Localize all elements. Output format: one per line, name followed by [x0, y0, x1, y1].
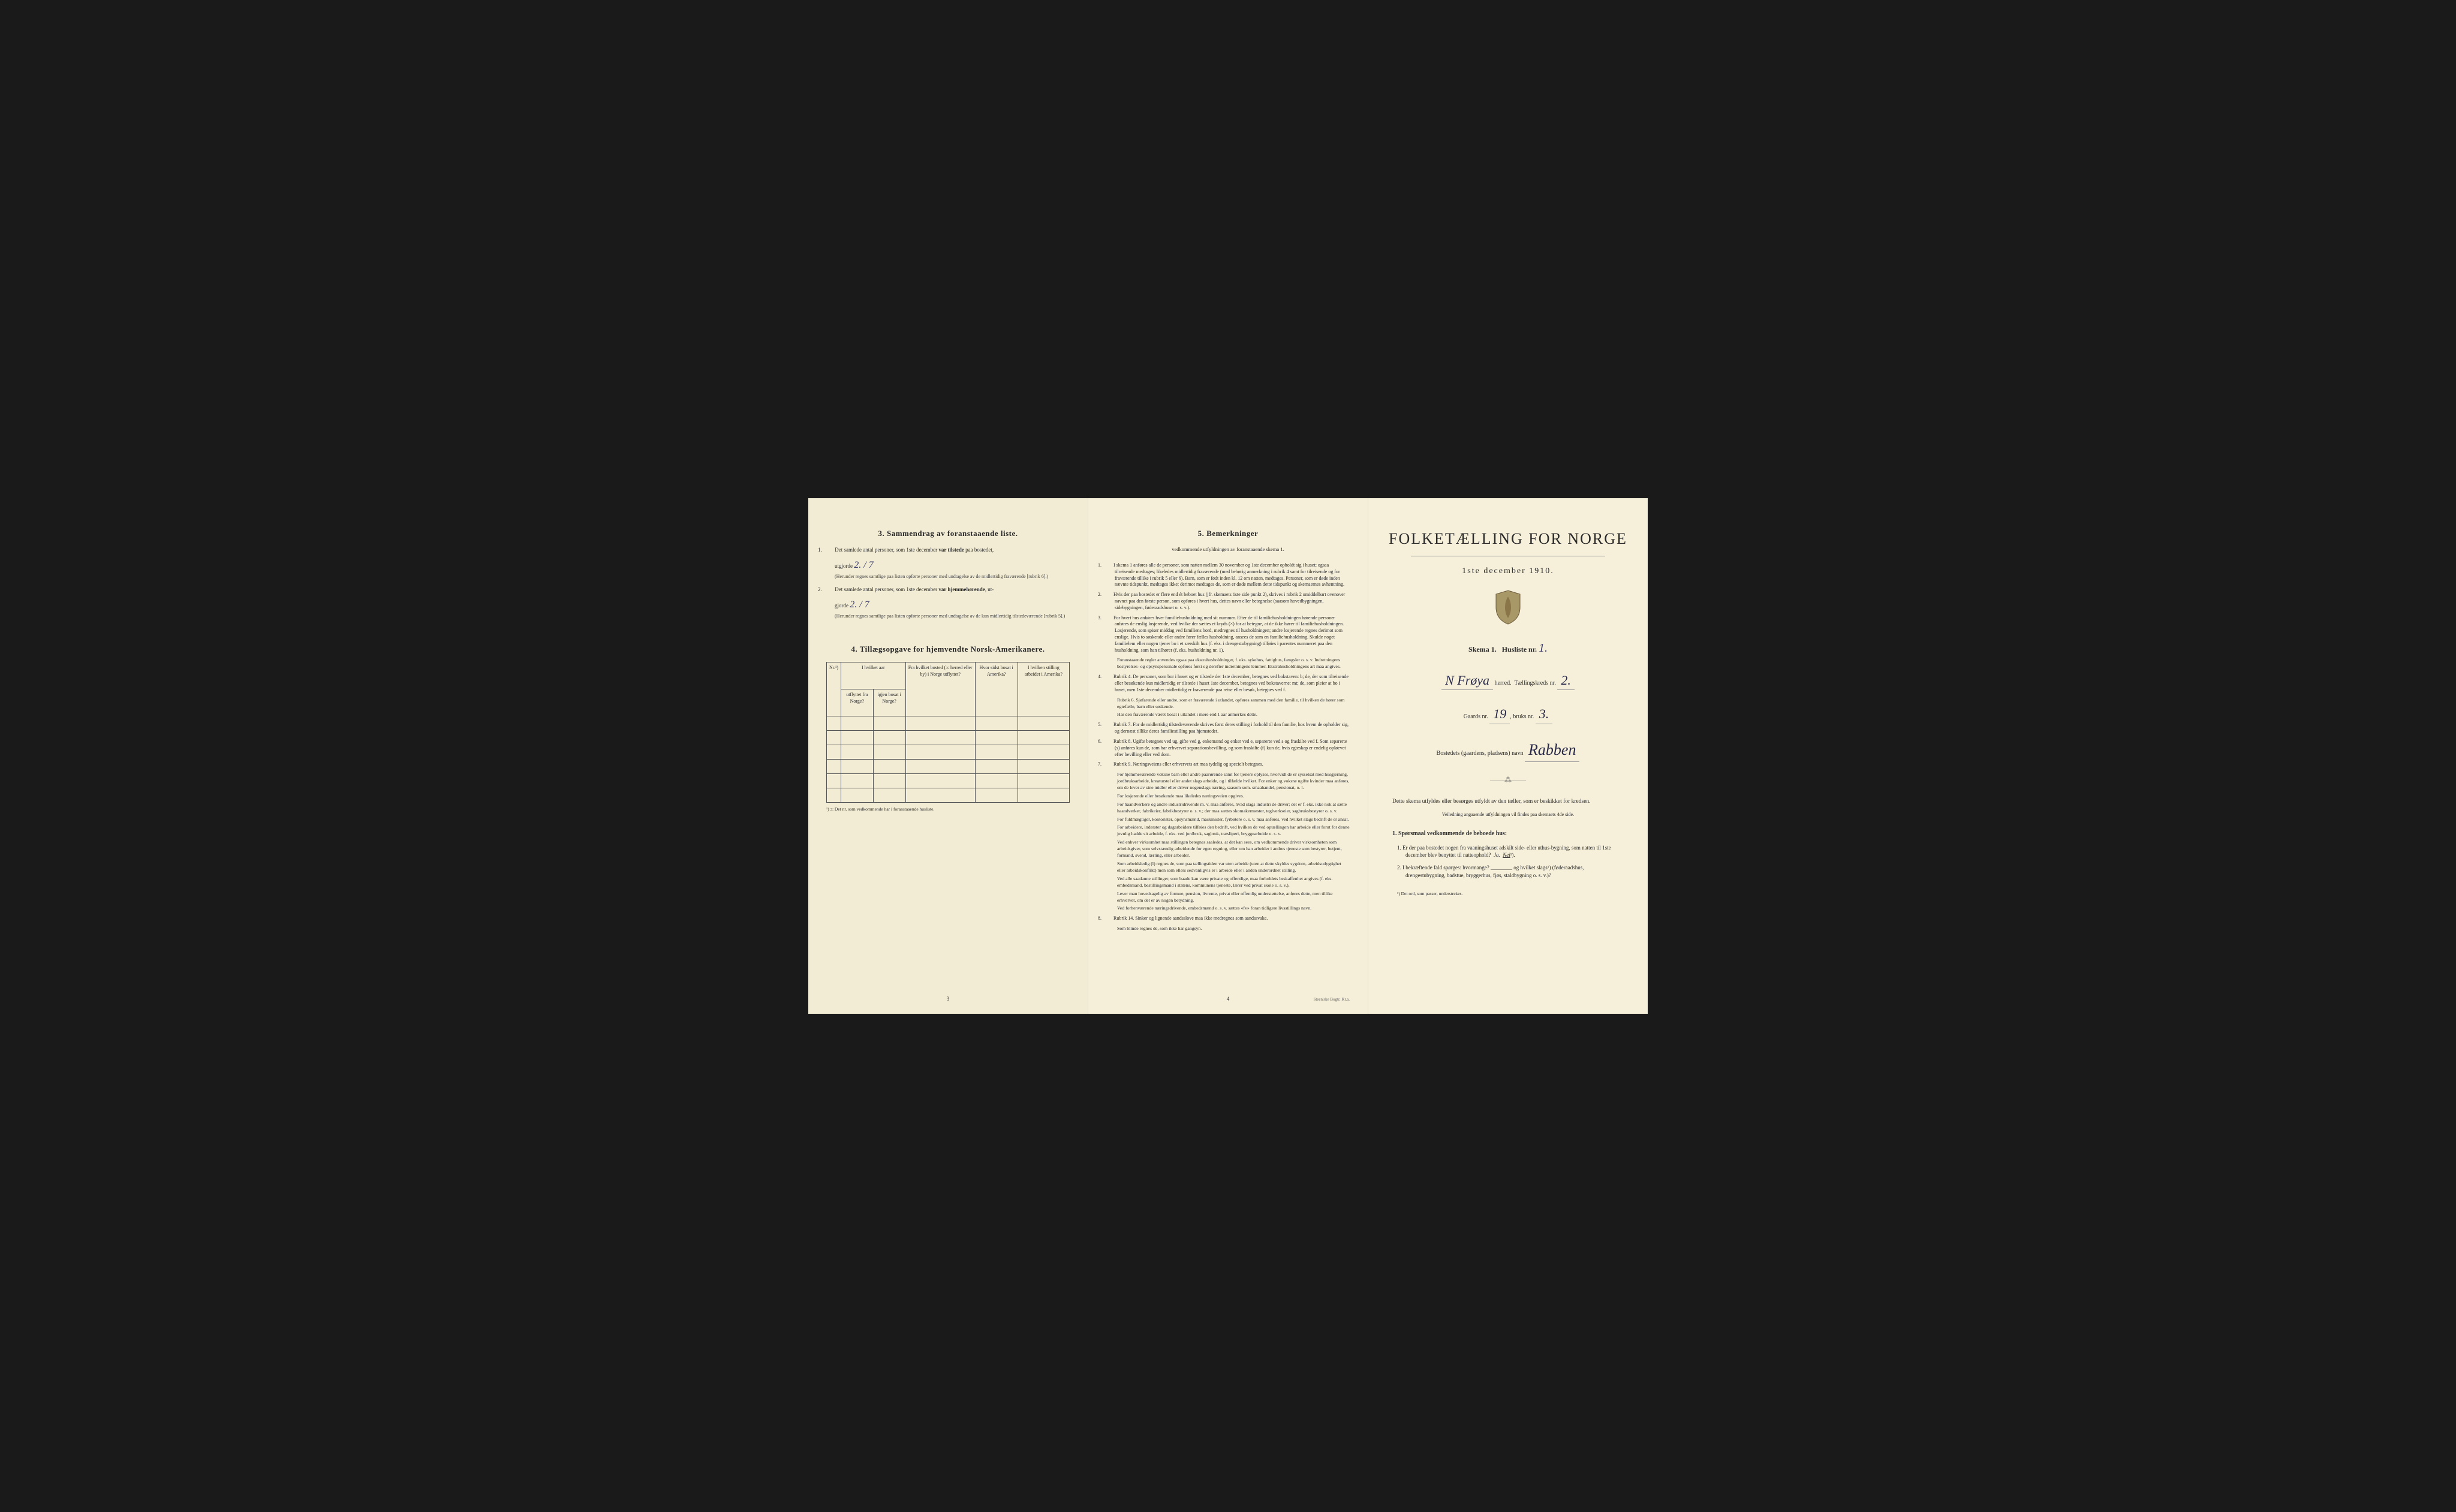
page-cover: FOLKETÆLLING FOR NORGE 1ste december 191…	[1368, 498, 1648, 1014]
cover-footnote: ¹) Det ord, som passer, understrekes.	[1397, 891, 1619, 897]
husliste-nr: 1.	[1539, 641, 1548, 655]
printer-mark: Steen'ske Bogtr. Kr.a.	[1313, 997, 1350, 1003]
herred-val: N Frøya	[1441, 671, 1493, 691]
census-date: 1ste december 1910.	[1386, 565, 1630, 577]
section-5-heading: 5. Bemerkninger	[1106, 528, 1350, 539]
document-spread: 3. Sammendrag av foranstaaende liste. 1.…	[808, 498, 1648, 1014]
gaards-line: Gaards nr. 19, bruks nr. 3.	[1386, 705, 1630, 724]
page-3: 3. Sammendrag av foranstaaende liste. 1.…	[808, 498, 1088, 1014]
bosted-line: Bostedets (gaardens, pladsens) navn Rabb…	[1386, 739, 1630, 761]
item-2: 2. Det samlede antal personer, som 1ste …	[826, 586, 1070, 594]
question-1: 1. Er der paa bostedet nogen fra vaaning…	[1397, 844, 1619, 859]
item-1: 1. Det samlede antal personer, som 1ste …	[826, 546, 1070, 554]
section-3-heading: 3. Sammendrag av foranstaaende liste.	[826, 528, 1070, 539]
bruks-nr: 3.	[1536, 705, 1553, 724]
bosted-val: Rabben	[1525, 739, 1579, 761]
item1-paren: (Herunder regnes samtlige paa listen opf…	[835, 573, 1070, 580]
crest-icon	[1386, 589, 1630, 628]
main-title: FOLKETÆLLING FOR NORGE	[1386, 528, 1630, 550]
amerikanere-table: Nr.¹) I hvilket aar Fra hvilket bosted (…	[826, 662, 1070, 803]
question-heading: 1. Spørsmaal vedkommende de beboede hus:	[1392, 830, 1624, 838]
question-2: 2. I bekræftende fald spørges: hvormange…	[1397, 864, 1619, 879]
page-number: 3	[808, 995, 1088, 1003]
gaards-nr: 19	[1489, 705, 1510, 724]
instruction: Dette skema utfyldes eller besørges utfy…	[1392, 798, 1624, 806]
item2-paren: (Herunder regnes samtlige paa listen opf…	[835, 613, 1070, 619]
kreds-nr: 2.	[1557, 671, 1575, 691]
separator-icon: ――⁂――	[1386, 775, 1630, 785]
section-4-heading: 4. Tillægsopgave for hjemvendte Norsk-Am…	[826, 644, 1070, 655]
value-tilstede: 2. / 7	[854, 560, 873, 570]
value-hjemme: 2. / 7	[850, 600, 869, 610]
herred-line: N Frøya herred. Tællingskreds nr. 2.	[1386, 671, 1630, 691]
skema-line: Skema 1. Husliste nr. 1.	[1386, 640, 1630, 656]
table-footnote: ¹) ɔ: Det nr. som vedkommende har i fora…	[826, 806, 1070, 813]
nei-underlined: Nei	[1503, 852, 1510, 858]
page-4: 5. Bemerkninger vedkommende utfyldningen…	[1088, 498, 1368, 1014]
